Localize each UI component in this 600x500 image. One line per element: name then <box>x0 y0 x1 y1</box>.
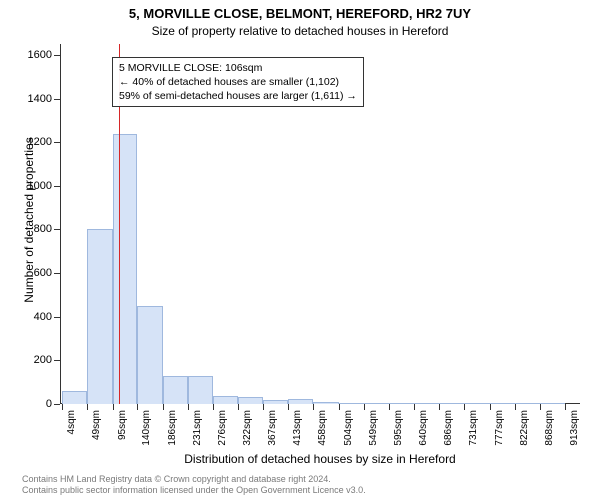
x-tick <box>364 404 365 410</box>
y-tick-label: 1000 <box>28 180 52 192</box>
x-tick-label: 140sqm <box>141 410 152 446</box>
y-tick-label: 600 <box>34 267 52 279</box>
x-tick-label: 868sqm <box>544 410 555 446</box>
x-tick-label: 322sqm <box>242 410 253 446</box>
histogram-bar <box>339 403 364 404</box>
y-tick <box>54 186 60 187</box>
y-tick <box>54 55 60 56</box>
histogram-bar <box>288 399 313 404</box>
histogram-bar <box>364 403 389 404</box>
chart-title-line2: Size of property relative to detached ho… <box>0 24 600 38</box>
x-tick <box>62 404 63 410</box>
histogram-bar <box>163 376 188 404</box>
x-tick <box>565 404 566 410</box>
y-tick-label: 1400 <box>28 93 52 105</box>
x-tick-label: 731sqm <box>468 410 479 446</box>
x-tick-label: 276sqm <box>217 410 228 446</box>
x-tick-label: 640sqm <box>418 410 429 446</box>
x-tick-label: 95sqm <box>117 410 128 440</box>
x-tick-label: 231sqm <box>192 410 203 446</box>
x-tick <box>313 404 314 410</box>
x-tick-label: 913sqm <box>569 410 580 446</box>
x-tick-label: 186sqm <box>167 410 178 446</box>
chart-container: 5, MORVILLE CLOSE, BELMONT, HEREFORD, HR… <box>0 0 600 500</box>
x-tick <box>540 404 541 410</box>
y-axis-line <box>60 44 61 404</box>
y-tick <box>54 273 60 274</box>
x-tick <box>87 404 88 410</box>
histogram-bar <box>87 229 112 404</box>
x-tick <box>238 404 239 410</box>
x-tick-label: 595sqm <box>393 410 404 446</box>
x-tick-label: 413sqm <box>292 410 303 446</box>
histogram-bar <box>389 403 414 404</box>
histogram-bar <box>188 376 213 404</box>
footer-line2: Contains public sector information licen… <box>22 485 366 496</box>
y-tick <box>54 142 60 143</box>
annotation-line3: 59% of semi-detached houses are larger (… <box>119 89 357 103</box>
histogram-bar <box>313 402 338 404</box>
x-tick-label: 458sqm <box>317 410 328 446</box>
chart-title-line1: 5, MORVILLE CLOSE, BELMONT, HEREFORD, HR… <box>0 6 600 21</box>
annotation-box: 5 MORVILLE CLOSE: 106sqm← 40% of detache… <box>112 57 364 108</box>
x-tick <box>414 404 415 410</box>
y-tick <box>54 229 60 230</box>
histogram-bar <box>540 403 565 404</box>
x-tick-label: 549sqm <box>368 410 379 446</box>
x-tick-label: 367sqm <box>267 410 278 446</box>
x-tick <box>113 404 114 410</box>
x-tick <box>515 404 516 410</box>
y-tick <box>54 99 60 100</box>
histogram-bar <box>213 396 238 404</box>
y-tick-label: 200 <box>34 354 52 366</box>
footer-line1: Contains HM Land Registry data © Crown c… <box>22 474 366 485</box>
histogram-bar <box>464 403 489 404</box>
x-tick-label: 504sqm <box>343 410 354 446</box>
y-tick-label: 1200 <box>28 136 52 148</box>
y-tick <box>54 360 60 361</box>
histogram-bar <box>490 403 515 404</box>
x-tick <box>188 404 189 410</box>
histogram-bar <box>113 134 138 404</box>
x-tick-label: 822sqm <box>519 410 530 446</box>
x-tick <box>263 404 264 410</box>
histogram-bar <box>414 403 439 404</box>
histogram-bar <box>62 391 87 404</box>
x-tick <box>464 404 465 410</box>
x-tick <box>490 404 491 410</box>
x-tick <box>288 404 289 410</box>
x-tick-label: 686sqm <box>443 410 454 446</box>
histogram-bar <box>263 400 288 404</box>
x-tick <box>163 404 164 410</box>
y-tick-label: 400 <box>34 311 52 323</box>
histogram-bar <box>137 306 162 404</box>
histogram-bar <box>238 397 263 404</box>
y-tick <box>54 404 60 405</box>
footer-attribution: Contains HM Land Registry data © Crown c… <box>22 474 366 496</box>
y-tick-label: 1600 <box>28 49 52 61</box>
x-tick <box>213 404 214 410</box>
histogram-bar <box>439 403 464 404</box>
x-axis-label: Distribution of detached houses by size … <box>60 452 580 466</box>
x-tick <box>389 404 390 410</box>
x-tick-label: 777sqm <box>494 410 505 446</box>
y-tick-label: 800 <box>34 223 52 235</box>
histogram-bar <box>515 403 540 404</box>
annotation-line2: ← 40% of detached houses are smaller (1,… <box>119 75 357 89</box>
x-tick <box>339 404 340 410</box>
y-tick-label: 0 <box>46 398 52 410</box>
x-tick <box>439 404 440 410</box>
annotation-line1: 5 MORVILLE CLOSE: 106sqm <box>119 61 357 75</box>
plot-area: 020040060080010001200140016004sqm49sqm95… <box>60 44 580 404</box>
x-tick-label: 49sqm <box>91 410 102 440</box>
x-tick-label: 4sqm <box>66 410 77 434</box>
x-tick <box>137 404 138 410</box>
y-tick <box>54 317 60 318</box>
